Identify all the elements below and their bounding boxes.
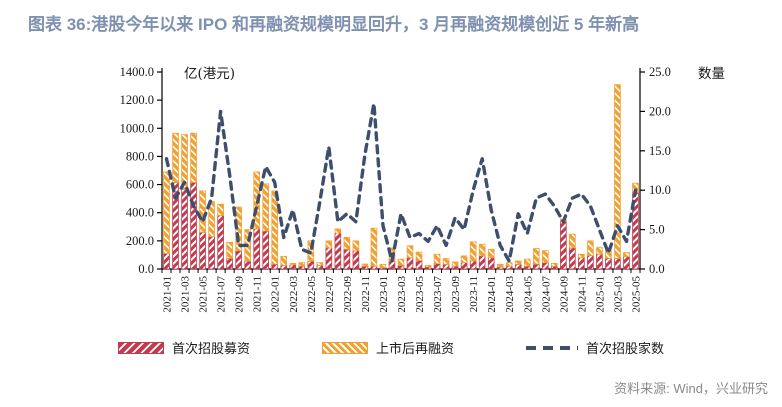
svg-text:2022-11: 2022-11: [360, 276, 372, 312]
svg-text:1000.0: 1000.0: [120, 121, 154, 135]
svg-text:2023-09: 2023-09: [450, 276, 462, 313]
count-line: [164, 101, 638, 263]
svg-text:200.0: 200.0: [126, 234, 154, 248]
source-note: 资料来源: Wind，兴业研究: [614, 381, 768, 396]
right-axis: 0.0 5.0 10.0 15.0 20.0 25.0: [640, 65, 671, 276]
svg-text:亿(港元): 亿(港元): [184, 66, 235, 82]
svg-text:400.0: 400.0: [126, 206, 154, 220]
svg-text:2024-01: 2024-01: [486, 276, 498, 313]
axis-unit-labels: 亿(港元) 数量: [184, 66, 725, 82]
svg-text:0.0: 0.0: [649, 262, 665, 276]
svg-text:1200.0: 1200.0: [120, 93, 154, 107]
svg-text:25.0: 25.0: [649, 65, 671, 79]
svg-text:2023-07: 2023-07: [432, 276, 444, 313]
svg-text:2021-09: 2021-09: [234, 276, 246, 313]
chart-legend: 首次招股募资 上市后再融资 首次招股家数: [0, 338, 782, 357]
svg-text:2024-11: 2024-11: [576, 276, 588, 312]
svg-text:2022-09: 2022-09: [342, 276, 354, 313]
svg-text:2025-03: 2025-03: [612, 276, 624, 313]
svg-text:2024-09: 2024-09: [558, 276, 570, 313]
svg-text:2023-11: 2023-11: [468, 276, 480, 312]
legend-label-refi: 上市后再融资: [375, 342, 454, 357]
svg-text:2024-05: 2024-05: [522, 276, 534, 313]
svg-text:2022-07: 2022-07: [324, 276, 336, 313]
svg-text:2023-01: 2023-01: [378, 276, 390, 313]
legend-item-ipo: 首次招股募资: [117, 338, 250, 357]
svg-text:2025-01: 2025-01: [594, 276, 606, 313]
left-axis: 0.0 200.0 400.0 600.0 800.0 1000.0 1200.0 1400.…: [120, 65, 162, 276]
svg-text:2025-05: 2025-05: [630, 276, 642, 313]
svg-text:2021-11: 2021-11: [252, 276, 264, 312]
svg-text:5.0: 5.0: [649, 223, 665, 237]
svg-text:2021-07: 2021-07: [216, 276, 228, 313]
legend-item-refi: 上市后再融资: [321, 338, 454, 357]
legend-item-count: 首次招股家数: [526, 338, 664, 357]
refi-bar-swatch-icon: [321, 341, 368, 354]
svg-text:2022-05: 2022-05: [306, 276, 318, 313]
svg-text:0.0: 0.0: [138, 262, 154, 276]
svg-text:800.0: 800.0: [126, 149, 154, 163]
chart-title: 图表 36:港股今年以来 IPO 和再融资规模明显回升，3 月再融资规模创近 5…: [28, 15, 640, 34]
svg-text:2021-05: 2021-05: [198, 276, 210, 313]
legend-label-ipo: 首次招股募资: [171, 342, 250, 357]
x-axis-labels: 2021-01 2021-03 2021-05 2021-07 2021-09 2021-…: [162, 276, 643, 313]
svg-text:2022-03: 2022-03: [288, 276, 300, 313]
svg-text:数量: 数量: [698, 66, 725, 82]
svg-text:15.0: 15.0: [649, 144, 671, 158]
legend-label-count: 首次招股家数: [586, 342, 665, 357]
svg-text:1400.0: 1400.0: [120, 65, 154, 79]
svg-text:2024-07: 2024-07: [540, 276, 552, 313]
ipo-bar-swatch-icon: [117, 341, 164, 354]
bars-refi: [163, 84, 639, 268]
x-axis: [161, 269, 641, 273]
svg-text:2024-03: 2024-03: [504, 276, 516, 313]
svg-text:600.0: 600.0: [126, 178, 154, 192]
svg-text:10.0: 10.0: [649, 183, 671, 197]
svg-text:20.0: 20.0: [649, 104, 671, 118]
svg-text:2021-01: 2021-01: [162, 276, 174, 313]
svg-text:2023-03: 2023-03: [396, 276, 408, 313]
svg-text:2022-01: 2022-01: [270, 276, 282, 313]
svg-text:2023-05: 2023-05: [414, 276, 426, 313]
count-line-swatch-icon: [526, 345, 578, 350]
svg-text:2021-03: 2021-03: [180, 276, 192, 313]
